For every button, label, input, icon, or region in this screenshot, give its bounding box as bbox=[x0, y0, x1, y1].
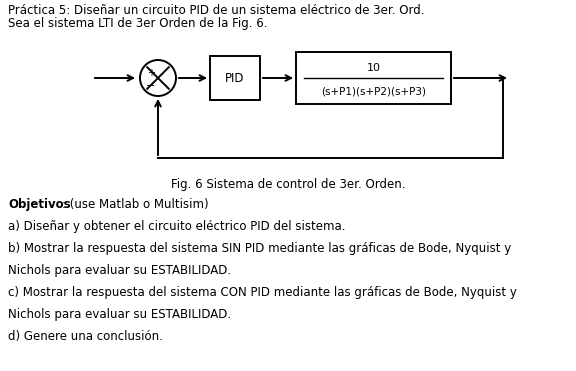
Text: Fig. 6 Sistema de control de 3er. Orden.: Fig. 6 Sistema de control de 3er. Orden. bbox=[170, 178, 406, 191]
Text: PID: PID bbox=[225, 72, 245, 85]
Text: Objetivos: Objetivos bbox=[8, 198, 71, 211]
Text: Nichols para evaluar su ESTABILIDAD.: Nichols para evaluar su ESTABILIDAD. bbox=[8, 264, 231, 277]
Text: +: + bbox=[147, 68, 155, 78]
FancyBboxPatch shape bbox=[296, 52, 451, 104]
Text: : (use Matlab o Multisim): : (use Matlab o Multisim) bbox=[62, 198, 209, 211]
Text: Práctica 5: Diseñar un circuito PID de un sistema eléctrico de 3er. Ord.: Práctica 5: Diseñar un circuito PID de u… bbox=[8, 4, 425, 17]
Text: a) Diseñar y obtener el circuito eléctrico PID del sistema.: a) Diseñar y obtener el circuito eléctri… bbox=[8, 220, 346, 233]
Text: c) Mostrar la respuesta del sistema CON PID mediante las gráficas de Bode, Nyqui: c) Mostrar la respuesta del sistema CON … bbox=[8, 286, 517, 299]
Text: −: − bbox=[146, 81, 156, 91]
Text: (s+P1)(s+P2)(s+P3): (s+P1)(s+P2)(s+P3) bbox=[321, 87, 426, 97]
FancyBboxPatch shape bbox=[210, 56, 260, 100]
Text: Sea el sistema LTI de 3er Orden de la Fig. 6.: Sea el sistema LTI de 3er Orden de la Fi… bbox=[8, 17, 267, 30]
Text: d) Genere una conclusión.: d) Genere una conclusión. bbox=[8, 330, 163, 343]
Text: 10: 10 bbox=[366, 63, 381, 73]
Text: Nichols para evaluar su ESTABILIDAD.: Nichols para evaluar su ESTABILIDAD. bbox=[8, 308, 231, 321]
Text: b) Mostrar la respuesta del sistema SIN PID mediante las gráficas de Bode, Nyqui: b) Mostrar la respuesta del sistema SIN … bbox=[8, 242, 511, 255]
